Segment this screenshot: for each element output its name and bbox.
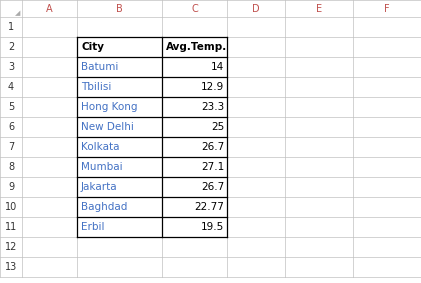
Text: ◢: ◢ [15, 10, 20, 16]
Text: 5: 5 [8, 102, 14, 112]
Text: Avg.Temp.: Avg.Temp. [166, 42, 227, 52]
Text: Tbilisi: Tbilisi [81, 82, 112, 92]
Text: 12.9: 12.9 [201, 82, 224, 92]
Text: 19.5: 19.5 [201, 222, 224, 232]
Text: 8: 8 [8, 162, 14, 172]
Text: 3: 3 [8, 62, 14, 72]
Text: 12: 12 [5, 242, 17, 252]
Text: 6: 6 [8, 122, 14, 132]
Text: A: A [46, 3, 53, 14]
Text: Kolkata: Kolkata [81, 142, 120, 152]
Text: 14: 14 [211, 62, 224, 72]
Text: 26.7: 26.7 [201, 142, 224, 152]
Text: 4: 4 [8, 82, 14, 92]
Text: F: F [384, 3, 390, 14]
Text: 13: 13 [5, 262, 17, 272]
Text: City: City [81, 42, 104, 52]
Text: 27.1: 27.1 [201, 162, 224, 172]
Text: 10: 10 [5, 202, 17, 212]
Text: Batumi: Batumi [81, 62, 118, 72]
Text: B: B [116, 3, 123, 14]
Text: 25: 25 [211, 122, 224, 132]
Text: 11: 11 [5, 222, 17, 232]
Text: Jakarta: Jakarta [81, 182, 117, 192]
Text: C: C [191, 3, 198, 14]
Text: New Delhi: New Delhi [81, 122, 134, 132]
Text: 2: 2 [8, 42, 14, 52]
Text: Baghdad: Baghdad [81, 202, 128, 212]
Text: Mumbai: Mumbai [81, 162, 123, 172]
Text: 9: 9 [8, 182, 14, 192]
Text: Hong Kong: Hong Kong [81, 102, 138, 112]
Text: 26.7: 26.7 [201, 182, 224, 192]
Text: 7: 7 [8, 142, 14, 152]
Text: 1: 1 [8, 22, 14, 32]
Text: E: E [316, 3, 322, 14]
Text: D: D [252, 3, 260, 14]
Text: 22.77: 22.77 [194, 202, 224, 212]
Text: 23.3: 23.3 [201, 102, 224, 112]
Text: Erbil: Erbil [81, 222, 104, 232]
